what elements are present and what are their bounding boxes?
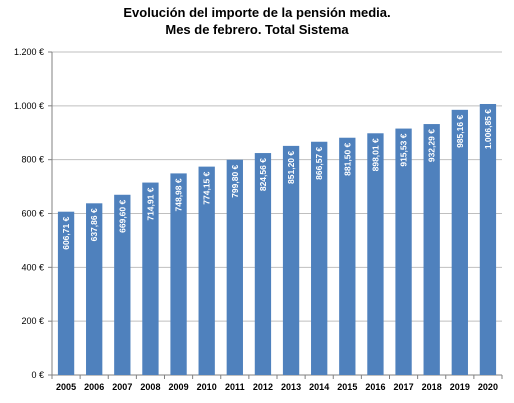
data-label: 898,01 € — [370, 138, 380, 171]
data-label: 714,91 € — [145, 187, 155, 220]
x-tick-label: 2007 — [112, 382, 132, 392]
data-label: 866,57 € — [314, 146, 324, 179]
y-tick-label: 600 € — [21, 209, 44, 219]
x-tick-label: 2010 — [197, 382, 217, 392]
x-tick-label: 2012 — [253, 382, 273, 392]
bar — [226, 159, 243, 375]
y-tick-label: 0 € — [31, 370, 44, 380]
x-tick-label: 2013 — [281, 382, 301, 392]
x-tick-label: 2011 — [225, 382, 245, 392]
data-label: 824,56 € — [258, 158, 268, 191]
bar — [367, 133, 384, 375]
x-tick-label: 2009 — [169, 382, 189, 392]
data-label: 748,98 € — [174, 178, 184, 211]
y-tick-label: 800 € — [21, 155, 44, 165]
bar — [311, 141, 328, 375]
y-tick-label: 200 € — [21, 316, 44, 326]
data-label: 637,86 € — [89, 208, 99, 241]
data-label: 932,29 € — [427, 129, 437, 162]
bar — [114, 194, 131, 375]
x-tick-label: 2005 — [56, 382, 76, 392]
data-label: 915,53 € — [399, 133, 409, 166]
x-tick-label: 2020 — [478, 382, 498, 392]
data-label: 1.006,85 € — [483, 109, 493, 149]
x-tick-label: 2019 — [450, 382, 470, 392]
data-label: 851,20 € — [286, 151, 296, 184]
data-label: 606,71 € — [61, 216, 71, 249]
data-label: 799,80 € — [230, 164, 240, 197]
bar — [479, 103, 497, 376]
x-tick-label: 2015 — [337, 382, 357, 392]
bar — [282, 145, 300, 375]
bar — [170, 173, 187, 375]
bar — [57, 211, 75, 375]
data-label: 881,50 € — [342, 142, 352, 175]
y-tick-label: 1.000 € — [14, 101, 44, 111]
bar — [254, 153, 272, 375]
x-tick-label: 2016 — [365, 382, 385, 392]
bar — [86, 203, 103, 375]
x-tick-label: 2017 — [394, 382, 414, 392]
chart-subtitle: Mes de febrero. Total Sistema — [165, 22, 349, 37]
bar — [395, 128, 412, 375]
y-tick-label: 400 € — [21, 262, 44, 272]
bar — [142, 182, 159, 375]
bar — [339, 137, 356, 375]
x-tick-label: 2008 — [140, 382, 160, 392]
chart-title: Evolución del importe de la pensión medi… — [123, 5, 391, 20]
x-tick-label: 2018 — [422, 382, 442, 392]
x-tick-label: 2006 — [84, 382, 104, 392]
data-label: 985,16 € — [455, 115, 465, 148]
bar — [198, 166, 215, 375]
data-label: 669,60 € — [117, 200, 127, 233]
data-label: 774,15 € — [202, 171, 212, 204]
y-tick-label: 1.200 € — [14, 47, 44, 57]
bar — [451, 109, 468, 376]
bar — [423, 124, 440, 375]
x-tick-label: 2014 — [309, 382, 329, 392]
